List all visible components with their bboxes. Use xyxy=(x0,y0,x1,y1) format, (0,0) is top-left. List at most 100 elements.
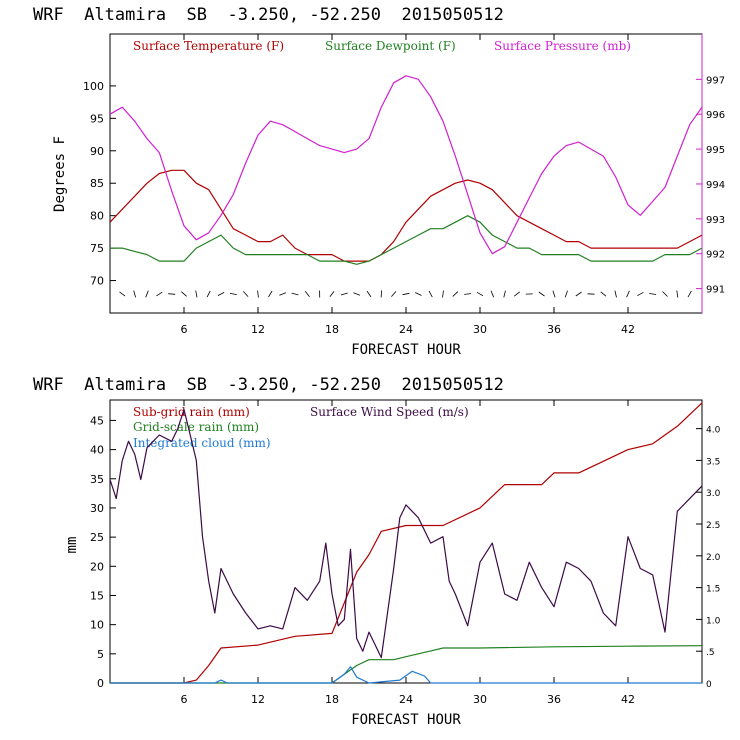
series-line-integrated-cloud-mm xyxy=(110,666,702,684)
legend-subgrid-rain: Sub-grid rain (mm) xyxy=(133,405,250,419)
wind-barb xyxy=(229,293,237,295)
panel1-x-ticks: 6 12 18 24 30 36 42 xyxy=(181,34,635,336)
series-line-surface-wind-speed-m-s xyxy=(109,408,703,659)
series-line-sub-grid-rain-mm xyxy=(110,402,703,684)
wind-barb xyxy=(600,291,607,297)
x-tick-label: 24 xyxy=(399,323,413,336)
x-tick-label: 6 xyxy=(181,323,188,336)
wind-barb xyxy=(452,291,459,297)
wind-barb xyxy=(340,292,348,296)
wind-barb xyxy=(279,292,287,296)
right-tick-label: 991 xyxy=(706,285,725,296)
legend-dewpoint: Surface Dewpoint (F) xyxy=(325,39,456,53)
x-tick-label: 18 xyxy=(325,693,339,706)
wind-barb xyxy=(195,290,198,298)
panel1-y-ticks: 70 75 80 85 90 95 100 xyxy=(83,80,116,288)
wind-barb xyxy=(503,290,506,298)
y-tick-label: 80 xyxy=(90,210,104,223)
y-tick-label: 5 xyxy=(97,648,104,661)
panel2-x-ticks: 6 12 18 24 30 36 42 xyxy=(181,400,635,706)
panel1-header: WRF Altamira SB -3.250, -52.250 20150505… xyxy=(33,5,504,25)
panel1-legend: Surface Temperature (F) Surface Dewpoint… xyxy=(133,39,631,53)
wind-barb xyxy=(564,290,568,298)
right-tick-label: 2.5 xyxy=(706,521,720,531)
x-tick-label: 36 xyxy=(547,693,561,706)
wind-barb xyxy=(614,290,617,298)
panel2-y-ticks: 0 5 10 15 20 25 30 35 40 45 xyxy=(90,414,116,690)
wind-barb xyxy=(380,290,382,298)
panel2-header: WRF Altamira SB -3.250, -52.250 20150505… xyxy=(33,375,504,395)
wind-barb xyxy=(217,292,225,296)
wind-barb xyxy=(514,291,520,297)
panel1-ylabel: Degrees F xyxy=(52,136,68,212)
wind-barb xyxy=(442,290,444,298)
wind-barb xyxy=(353,292,361,296)
wind-barb xyxy=(119,291,126,297)
wind-barb xyxy=(552,290,556,298)
x-tick-label: 18 xyxy=(325,323,339,336)
legend-integrated-cloud: Integrated cloud (mm) xyxy=(133,436,271,450)
x-tick-label: 24 xyxy=(399,693,413,706)
x-tick-label: 36 xyxy=(547,323,561,336)
wind-barb xyxy=(676,290,679,298)
wind-barb xyxy=(476,291,484,297)
y-tick-label: 70 xyxy=(90,275,104,288)
panel2-right-ticks: 0 .5 1.0 1.5 2.0 2.5 3.0 3.5 4.0 xyxy=(696,426,721,690)
wind-barb xyxy=(156,291,163,297)
wind-barb xyxy=(490,290,495,298)
y-tick-label: 35 xyxy=(90,473,104,486)
series-line-surface-temperature-f xyxy=(109,169,703,262)
wind-barb xyxy=(168,293,176,295)
y-tick-label: 75 xyxy=(90,242,104,255)
x-tick-label: 30 xyxy=(473,693,487,706)
y-tick-label: 25 xyxy=(90,531,104,544)
wind-barbs xyxy=(119,290,692,298)
y-tick-label: 15 xyxy=(90,589,104,602)
right-tick-label: 1.0 xyxy=(706,616,721,626)
panel2-series xyxy=(109,402,703,684)
panel1-right-ticks: 991 992 993 994 995 996 997 xyxy=(696,75,725,296)
x-tick-label: 12 xyxy=(251,323,265,336)
y-tick-label: 0 xyxy=(97,677,104,690)
y-tick-label: 100 xyxy=(83,80,104,93)
panel2-ylabel: mm xyxy=(64,537,80,554)
legend-temperature: Surface Temperature (F) xyxy=(133,39,284,53)
right-tick-label: 3.5 xyxy=(706,457,720,467)
wind-barb xyxy=(428,290,433,298)
x-tick-label: 30 xyxy=(473,323,487,336)
legend-wind-speed: Surface Wind Speed (m/s) xyxy=(310,405,469,419)
wind-barb xyxy=(206,290,211,298)
right-tick-label: 996 xyxy=(706,110,725,121)
wind-barb xyxy=(268,290,273,298)
wind-barb xyxy=(181,291,187,297)
panel2-xlabel: FORECAST HOUR xyxy=(351,712,461,728)
right-tick-label: 995 xyxy=(706,145,725,156)
wind-barb xyxy=(415,292,422,296)
x-tick-label: 42 xyxy=(621,693,635,706)
wind-barb xyxy=(575,291,582,297)
wind-barb xyxy=(687,290,692,298)
panel1-xlabel: FORECAST HOUR xyxy=(351,342,461,358)
x-tick-label: 12 xyxy=(251,693,265,706)
right-tick-label: 992 xyxy=(706,250,725,261)
x-tick-label: 6 xyxy=(181,693,188,706)
series-line-surface-pressure-mb xyxy=(109,75,703,255)
y-tick-label: 85 xyxy=(90,177,104,190)
legend-pressure: Surface Pressure (mb) xyxy=(494,39,631,53)
wind-barb xyxy=(538,291,545,297)
y-tick-label: 20 xyxy=(90,560,104,573)
wind-barb xyxy=(257,290,259,298)
legend-gridscale-rain: Grid-scale rain (mm) xyxy=(133,420,259,434)
wind-barb xyxy=(366,290,372,298)
right-tick-label: 3.0 xyxy=(706,489,721,499)
y-tick-label: 45 xyxy=(90,414,104,427)
right-tick-label: .5 xyxy=(706,648,715,658)
y-tick-label: 30 xyxy=(90,502,104,515)
wind-barb xyxy=(243,291,249,297)
right-tick-label: 4.0 xyxy=(706,426,721,436)
wind-barb xyxy=(304,290,310,298)
wind-barb xyxy=(637,291,644,297)
wind-barb xyxy=(291,292,299,296)
wind-barb xyxy=(626,290,630,298)
right-tick-label: 994 xyxy=(706,180,725,191)
